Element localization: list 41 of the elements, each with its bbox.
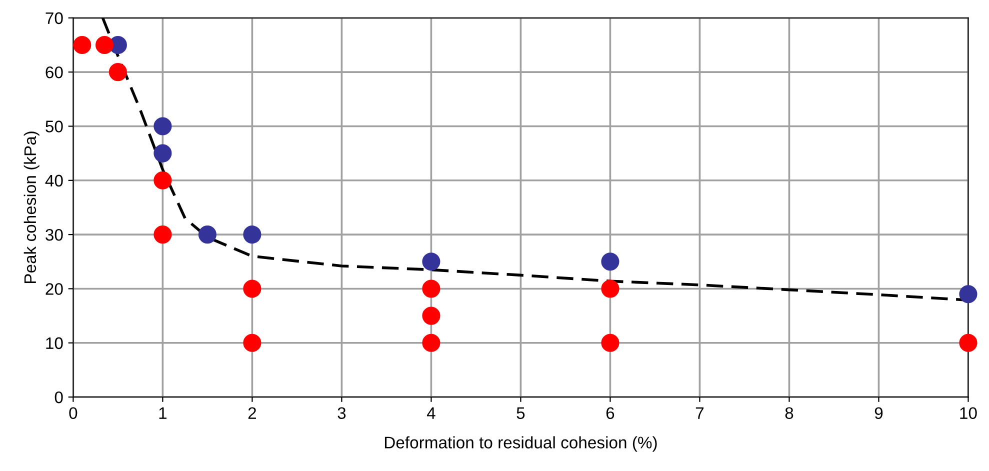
point bbox=[422, 306, 440, 325]
x-tick-label: 0 bbox=[69, 407, 78, 420]
point bbox=[108, 63, 127, 82]
x-tick-label: 6 bbox=[606, 407, 614, 420]
x-tick-label: 4 bbox=[426, 407, 436, 419]
point bbox=[959, 334, 978, 352]
point bbox=[154, 117, 172, 136]
y-axis-title: Peak cohesion (kPa) bbox=[24, 132, 40, 283]
point bbox=[601, 252, 620, 271]
point bbox=[154, 144, 172, 162]
point bbox=[243, 334, 262, 352]
x-tick-label: 10 bbox=[960, 407, 977, 420]
point bbox=[601, 280, 620, 298]
x-tick-label: 1 bbox=[159, 407, 167, 419]
point bbox=[243, 226, 262, 244]
y-tick-label: 30 bbox=[46, 228, 63, 241]
point bbox=[154, 171, 172, 190]
y-tick-label: 20 bbox=[46, 283, 63, 295]
x-tick-label: 2 bbox=[248, 407, 256, 419]
point bbox=[154, 226, 172, 244]
x-tick-label: 5 bbox=[516, 407, 525, 420]
y-tick-label: 50 bbox=[46, 120, 63, 132]
x-tick-label: 9 bbox=[874, 407, 883, 420]
x-tick-label: 8 bbox=[785, 407, 794, 420]
point bbox=[73, 36, 92, 54]
point bbox=[959, 285, 978, 304]
x-tick-label: 7 bbox=[696, 407, 704, 419]
point bbox=[422, 252, 440, 271]
y-tick-label: 70 bbox=[46, 12, 63, 24]
point bbox=[422, 280, 440, 298]
y-tick-label: 10 bbox=[46, 337, 63, 350]
point bbox=[243, 280, 262, 298]
x-axis-title: Deformation to residual cohesion (%) bbox=[384, 436, 657, 452]
point bbox=[95, 36, 114, 54]
point bbox=[601, 334, 620, 352]
x-tick-label: 3 bbox=[338, 407, 346, 420]
point bbox=[422, 334, 440, 352]
y-tick-label: 0 bbox=[54, 391, 63, 404]
point bbox=[198, 226, 216, 244]
y-tick-label: 60 bbox=[46, 66, 63, 78]
y-tick-label: 40 bbox=[45, 174, 63, 187]
